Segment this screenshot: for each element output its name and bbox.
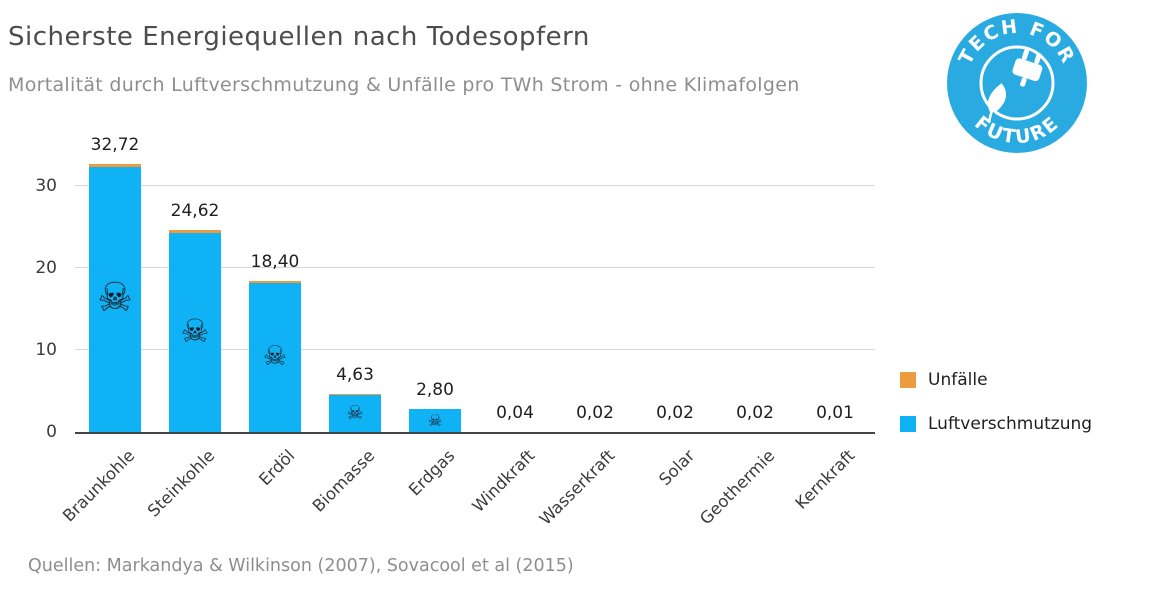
gridline <box>75 349 875 351</box>
y-tick-label: 30 <box>35 176 57 197</box>
bar-unfaelle <box>169 230 221 234</box>
x-axis-label-kernkraft: Kernkraft <box>791 446 859 513</box>
bar-value-label: 0,04 <box>496 402 534 423</box>
bar-unfaelle <box>329 394 381 395</box>
y-tick-label: 0 <box>46 422 57 442</box>
bar-luftverschmutzung <box>169 233 221 432</box>
x-axis-label-braunkohle: Braunkohle <box>58 446 139 526</box>
y-tick-label: 20 <box>35 258 57 279</box>
legend-swatch-unfaelle <box>900 372 916 388</box>
bar-group-erdgas: 2,80 ☠ <box>395 150 475 432</box>
x-axis-label-steinkohle: Steinkohle <box>143 446 219 521</box>
logo-circle <box>947 13 1087 153</box>
bar-unfaelle <box>89 163 141 167</box>
bar-unfaelle <box>249 281 301 283</box>
x-axis-label-erdöl: Erdöl <box>255 446 299 490</box>
plug-icon <box>1012 48 1043 87</box>
bar-value-label: 2,80 <box>416 380 454 401</box>
bar-group-solar: 0,02 <box>635 150 715 432</box>
bar-group-windkraft: 0,04 <box>475 150 555 432</box>
bar-group-kernkraft: 0,01 <box>795 150 875 432</box>
legend-label-unfaelle: Unfälle <box>928 370 988 390</box>
bar-luftverschmutzung <box>329 394 381 432</box>
x-axis-label-biomasse: Biomasse <box>308 446 379 516</box>
bar-value-label: 0,02 <box>656 402 694 423</box>
bar-value-label: 24,62 <box>170 201 220 222</box>
leaf-icon <box>987 83 1007 122</box>
skull-icon: ☠ <box>97 274 133 321</box>
y-axis-tick-labels: 0 10 20 30 <box>20 150 65 442</box>
bar-group-braunkohle: 32,72 ☠ <box>75 135 155 432</box>
x-axis-label-wasserkraft: Wasserkraft <box>535 446 619 529</box>
y-tick-label: 10 <box>35 340 57 361</box>
skull-icon: ☠ <box>346 401 364 424</box>
skull-icon: ☠ <box>427 410 443 430</box>
bar-value-label: 0,02 <box>576 402 614 423</box>
bar-group-geothermie: 0,02 <box>715 150 795 432</box>
source-citation: Quellen: Markandya & Wilkinson (2007), S… <box>28 556 574 576</box>
legend-swatch-luftverschmutzung <box>900 416 916 432</box>
legend-item-unfaelle: Unfälle <box>900 370 1092 390</box>
x-axis-label-windkraft: Windkraft <box>468 446 539 516</box>
legend-label-luftverschmutzung: Luftverschmutzung <box>928 414 1093 434</box>
gridline <box>75 267 875 269</box>
bar-luftverschmutzung <box>409 409 461 432</box>
bar-group-biomasse: 4,63 ☠ <box>315 150 395 432</box>
bar-luftverschmutzung <box>249 282 301 432</box>
tech-for-future-logo: TECH FOR FUTURE <box>942 8 1092 162</box>
x-axis-label-erdgas: Erdgas <box>404 446 459 500</box>
skull-icon: ☠ <box>262 341 288 373</box>
page-subtitle: Mortalität durch Luftverschmutzung & Unf… <box>8 74 800 96</box>
gridline <box>75 185 875 187</box>
x-axis-label-solar: Solar <box>655 446 699 490</box>
bar-value-label: 18,40 <box>250 252 300 273</box>
x-axis-label-geothermie: Geothermie <box>696 446 779 529</box>
skull-icon: ☠ <box>180 312 210 351</box>
logo-inner-ring <box>979 45 1055 121</box>
bar-chart-plot-area: 32,72 ☠ 24,62 ☠ 18,40 ☠ 4,63 ☠ 2,80 ☠ 0,04 0,02 0,02… <box>75 135 875 434</box>
bar-group-steinkohle: 24,62 ☠ <box>155 150 235 432</box>
bar-value-label: 32,72 <box>90 134 140 155</box>
bar-value-label: 4,63 <box>336 365 374 386</box>
bar-group-wasserkraft: 0,02 <box>555 150 635 432</box>
legend-item-luftverschmutzung: Luftverschmutzung <box>900 414 1092 434</box>
bar-value-label: 0,01 <box>816 402 854 423</box>
bar-value-label: 0,02 <box>736 402 774 423</box>
bar-group-erdöl: 18,40 ☠ <box>235 150 315 432</box>
page-title: Sicherste Energiequellen nach Todesopfer… <box>8 22 590 52</box>
bar-luftverschmutzung <box>89 166 141 432</box>
legend: Unfälle Luftverschmutzung <box>900 370 1092 458</box>
logo-graphic: TECH FOR FUTURE <box>947 13 1087 153</box>
